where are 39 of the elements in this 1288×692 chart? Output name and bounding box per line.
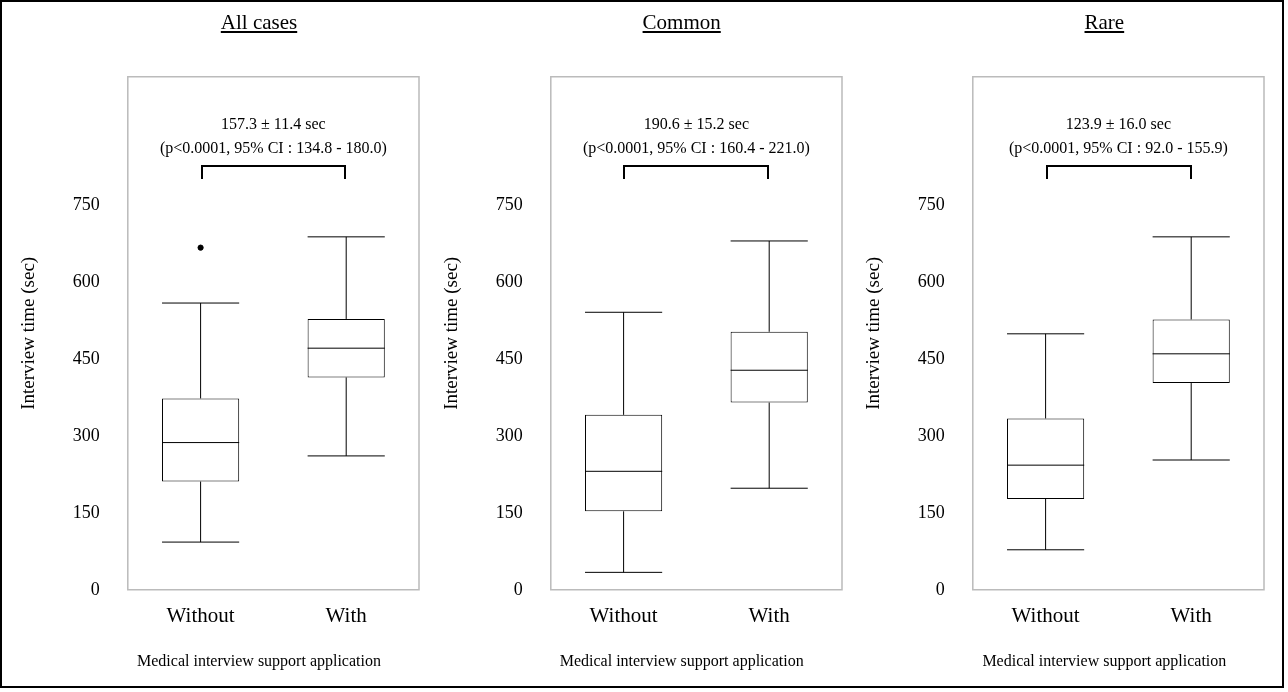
y-axis-title: Interview time (sec) <box>862 256 885 410</box>
chart-title: All cases <box>220 10 298 34</box>
x-axis-title: Medical interview support application <box>558 652 805 670</box>
y-tick-label: 0 <box>513 578 523 599</box>
annotation: 123.9 ± 16.0 sec <box>1066 115 1172 132</box>
annotation: 190.6 ± 15.2 sec <box>643 115 749 132</box>
y-tick-label: 300 <box>72 424 100 445</box>
y-tick-label: 450 <box>495 347 523 368</box>
annotation: (p<0.0001, 95% CI : 92.0 - 155.9) <box>1009 139 1229 157</box>
y-tick-label: 0 <box>936 578 946 599</box>
y-tick-label: 0 <box>90 578 100 599</box>
y-axis-title: Interview time (sec) <box>17 256 40 410</box>
y-tick-label: 150 <box>495 501 523 522</box>
y-axis-title: Interview time (sec) <box>440 256 463 410</box>
y-tick-label: 600 <box>72 270 100 291</box>
y-tick-label: 300 <box>918 424 946 445</box>
x-tick-label: With <box>748 602 790 627</box>
x-axis-title: Medical interview support application <box>136 652 382 670</box>
x-axis-title: Medical interview support application <box>981 652 1228 670</box>
y-tick-label: 450 <box>918 347 946 368</box>
x-tick-label: Without <box>1011 602 1081 627</box>
annotation: 157.3 ± 11.4 sec <box>221 115 326 132</box>
chart-title: Common <box>642 10 721 34</box>
y-tick-label: 450 <box>72 347 100 368</box>
x-tick-label: With <box>325 602 368 627</box>
annotation: (p<0.0001, 95% CI : 160.4 - 221.0) <box>582 139 810 157</box>
y-tick-label: 750 <box>918 193 946 214</box>
y-tick-label: 150 <box>918 501 946 522</box>
y-tick-label: 150 <box>72 501 100 522</box>
chart-title: Rare <box>1084 10 1125 34</box>
y-tick-label: 600 <box>918 270 946 291</box>
annotation: (p<0.0001, 95% CI : 134.8 - 180.0) <box>160 139 387 157</box>
x-tick-label: Without <box>589 602 658 627</box>
y-tick-label: 750 <box>495 193 523 214</box>
y-tick-label: 750 <box>72 193 100 214</box>
x-tick-label: With <box>1170 602 1213 627</box>
y-tick-label: 300 <box>495 424 523 445</box>
x-tick-label: Without <box>166 602 235 627</box>
y-tick-label: 600 <box>495 270 523 291</box>
